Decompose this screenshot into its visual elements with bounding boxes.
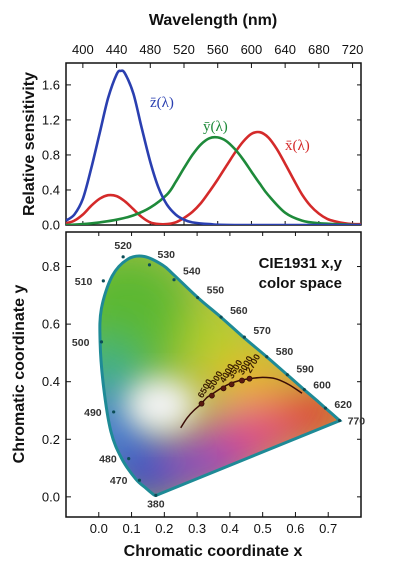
x-coordinate-tick-label: 0.2 [155, 521, 173, 536]
x-coordinate-tick-label: 0.6 [286, 521, 304, 536]
ybar-series-label: ȳ(λ) [203, 119, 228, 135]
wavelength-label-490: 490 [84, 407, 102, 419]
gamut-fill [99, 255, 340, 496]
wavelength-mark-480 [127, 457, 131, 461]
ybar-series-line [66, 135, 361, 225]
wavelength-mark-500 [99, 340, 104, 344]
wavelength-tick-label: 680 [308, 42, 330, 57]
wavelength-label-580: 580 [276, 346, 294, 358]
wavelength-mark-770 [337, 418, 342, 423]
sensitivity-axis-title: Relative sensitivity [21, 72, 38, 216]
wavelength-mark-560 [219, 315, 223, 319]
wavelength-mark-490 [112, 410, 116, 414]
sensitivity-tick-label: 0.4 [42, 182, 60, 197]
x-coordinate-tick-group: 0.0 0.1 0.2 0.3 0.4 0.5 0.6 0.7 [90, 232, 337, 536]
wavelength-tick-label: 440 [106, 42, 128, 57]
wavelength-tick-label: 600 [241, 42, 263, 57]
wavelength-label-620: 620 [334, 399, 352, 411]
wavelength-label-500: 500 [72, 337, 90, 349]
wavelength-tick-label: 560 [207, 42, 229, 57]
wavelength-mark-520 [121, 255, 125, 259]
wavelength-label-600: 600 [313, 380, 331, 392]
wavelength-mark-570 [242, 335, 246, 339]
wavelength-mark-600 [302, 388, 306, 392]
y-coordinate-tick-group: 0.0 0.2 0.4 0.6 0.8 [42, 259, 361, 504]
wavelength-mark-380 [154, 493, 158, 498]
y-coordinate-tick-label: 0.0 [42, 489, 60, 504]
wavelength-tick-label: 400 [72, 42, 94, 57]
cct-point-5000 [208, 392, 215, 399]
y-coordinate-tick-label: 0.8 [42, 259, 60, 274]
x-coordinate-tick-label: 0.0 [90, 521, 108, 536]
wavelength-axis-title: Wavelength (nm) [149, 12, 277, 29]
zbar-series-line [66, 69, 361, 225]
cie-title-line2: color space [259, 275, 342, 292]
wavelength-label-770: 770 [348, 415, 366, 427]
x-coordinate-tick-label: 0.3 [188, 521, 206, 536]
y-coordinate-axis-title: Chromatic coordinate y [11, 285, 28, 464]
wavelength-label-470: 470 [110, 475, 128, 487]
x-coordinate-tick-label: 0.5 [254, 521, 272, 536]
cct-point-3000 [239, 377, 245, 384]
sensitivity-panel: Wavelength (nm) 400 440 480 520 560 600 640 680… [21, 12, 363, 233]
sensitivity-tick-label: 1.2 [42, 112, 60, 127]
chromaticity-panel: 380 470 480 490 500 510 520 530 540 550 560 570 5805… [11, 231, 365, 560]
wavelength-tick-label: 720 [342, 42, 364, 57]
wavelength-label-530: 530 [157, 249, 175, 261]
cct-point-3500 [228, 381, 235, 388]
sensitivity-tick-label: 0.0 [42, 218, 60, 233]
sensitivity-tick-label: 0.8 [42, 147, 60, 162]
wavelength-mark-580 [265, 355, 269, 359]
wavelength-tick-label: 480 [139, 42, 161, 57]
wavelength-mark-550 [196, 295, 200, 300]
cct-point-6500 [198, 400, 205, 407]
x-coordinate-tick-label: 0.4 [221, 521, 239, 536]
wavelength-tick-label: 520 [173, 42, 195, 57]
wavelength-marks-group: 380 470 480 490 500 510 520 530 540 550 560 570 5805… [72, 240, 365, 511]
xbar-series-line [66, 130, 361, 225]
xbar-series-label: x̄(λ) [285, 138, 310, 154]
sensitivity-series-group [66, 69, 361, 225]
wavelength-label-590: 590 [296, 364, 314, 376]
wavelength-mark-540 [172, 278, 176, 282]
wavelength-label-570: 570 [253, 325, 271, 337]
wavelength-label-480: 480 [99, 454, 117, 466]
cct-point-4000 [220, 385, 227, 392]
cct-point-2700 [246, 375, 253, 382]
y-coordinate-tick-label: 0.6 [42, 317, 60, 332]
cie-title-line1: CIE1931 x,y [259, 255, 343, 272]
y-coordinate-tick-label: 0.4 [42, 374, 60, 389]
wavelength-label-510: 510 [75, 276, 93, 288]
wavelength-mark-620 [323, 406, 328, 410]
wavelength-tick-label: 640 [274, 42, 296, 57]
wavelength-label-550: 550 [207, 285, 225, 297]
x-coordinate-tick-label: 0.1 [123, 521, 141, 536]
sensitivity-tick-label: 1.6 [42, 77, 60, 92]
wavelength-label-380: 380 [147, 498, 165, 510]
x-coordinate-tick-label: 0.7 [319, 521, 337, 536]
wavelength-mark-470 [137, 478, 142, 482]
wavelength-label-520: 520 [114, 240, 132, 252]
x-coordinate-axis-title: Chromatic coordinate x [124, 543, 303, 560]
wavelength-label-540: 540 [183, 266, 201, 278]
zbar-series-label: z̄(λ) [150, 95, 174, 111]
y-coordinate-tick-label: 0.2 [42, 432, 60, 447]
wavelength-tick-group: 400 440 480 520 560 600 640 680 720 [72, 42, 363, 225]
sensitivity-plot-frame [65, 62, 362, 226]
wavelength-mark-510 [101, 279, 105, 283]
wavelength-mark-530 [147, 263, 152, 267]
wavelength-mark-590 [285, 373, 289, 377]
wavelength-label-560: 560 [230, 305, 248, 317]
